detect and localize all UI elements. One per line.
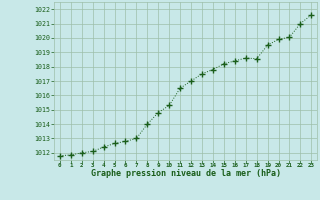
X-axis label: Graphe pression niveau de la mer (hPa): Graphe pression niveau de la mer (hPa) <box>91 169 281 178</box>
